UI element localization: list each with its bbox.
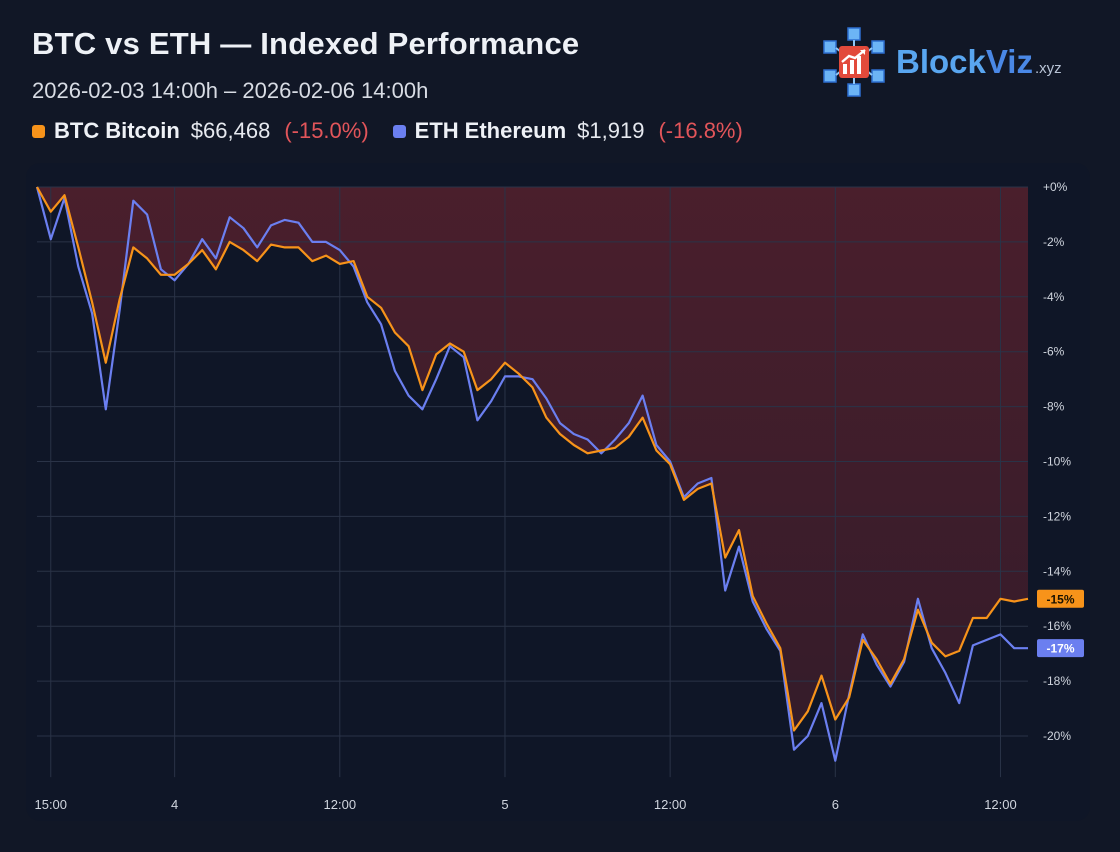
last-value-badge xyxy=(1037,589,1084,608)
y-tick-label: +0% xyxy=(1043,180,1068,194)
series-line xyxy=(36,186,1029,732)
y-tick-label: -4% xyxy=(1043,290,1065,304)
y-tick-label: -12% xyxy=(1043,509,1071,523)
x-tick-label: 12:00 xyxy=(324,797,357,812)
date-range: 2026-02-03 14:00h – 2026-02-06 14:00h xyxy=(32,78,429,103)
series-line xyxy=(35,186,1028,762)
y-tick-label: -8% xyxy=(1043,400,1065,414)
y-tick-label: -20% xyxy=(1043,729,1071,743)
blockchain-chart-logo-icon xyxy=(823,27,885,97)
legend-item-btc[interactable]: BTC Bitcoin $66,468 (-15.0%) xyxy=(32,118,369,144)
legend-price-btc: $66,468 xyxy=(190,118,271,143)
y-tick-label: -18% xyxy=(1043,674,1071,688)
drawdown-fill-area xyxy=(37,187,1028,731)
legend-swatch-btc xyxy=(32,124,45,138)
legend-change-eth: (-16.8%) xyxy=(658,118,743,143)
legend-swatch-eth xyxy=(392,124,406,138)
y-tick-label: -14% xyxy=(1043,564,1071,578)
x-tick-label: 12:00 xyxy=(984,797,1017,812)
y-tick-label: -16% xyxy=(1043,619,1071,633)
legend-item-eth[interactable]: ETH Ethereum $1,919 (-16.8%) xyxy=(392,118,743,144)
y-tick-label: -2% xyxy=(1043,235,1065,249)
last-value-label: -17% xyxy=(1046,642,1074,656)
x-tick-label: 6 xyxy=(832,797,839,812)
brand-logo[interactable]: BlockViz .xyz xyxy=(820,26,1062,98)
x-tick-label: 4 xyxy=(171,797,178,812)
y-tick-label: -6% xyxy=(1043,345,1065,359)
x-tick-label: 5 xyxy=(501,797,508,812)
legend: BTC Bitcoin $66,468 (-15.0%) ETH Ethereu… xyxy=(32,118,767,144)
legend-price-eth: $1,919 xyxy=(577,118,645,143)
legend-name-eth: Ethereum xyxy=(464,118,567,143)
last-value-badge xyxy=(1037,639,1084,658)
x-tick-label: 12:00 xyxy=(654,797,687,812)
chart-title: BTC vs ETH — Indexed Performance xyxy=(32,26,580,61)
performance-chart[interactable]: +0% -2% -4% -6% -8% -10% -12% -14% -16% -18% -20% 1… xyxy=(26,163,1090,821)
legend-symbol-btc: BTC xyxy=(54,118,100,143)
chart-panel: +0% -2% -4% -6% -8% -10% -12% -14% -16% -18% -20% 1… xyxy=(26,163,1090,821)
legend-symbol-eth: ETH xyxy=(414,118,459,143)
last-value-label: -15% xyxy=(1046,592,1074,606)
brand-name: BlockViz .xyz xyxy=(896,43,1062,80)
legend-name-btc: Bitcoin xyxy=(105,118,180,143)
x-tick-label: 15:00 xyxy=(34,797,67,812)
y-tick-label: -10% xyxy=(1043,455,1071,469)
legend-change-btc: (-15.0%) xyxy=(284,118,369,143)
